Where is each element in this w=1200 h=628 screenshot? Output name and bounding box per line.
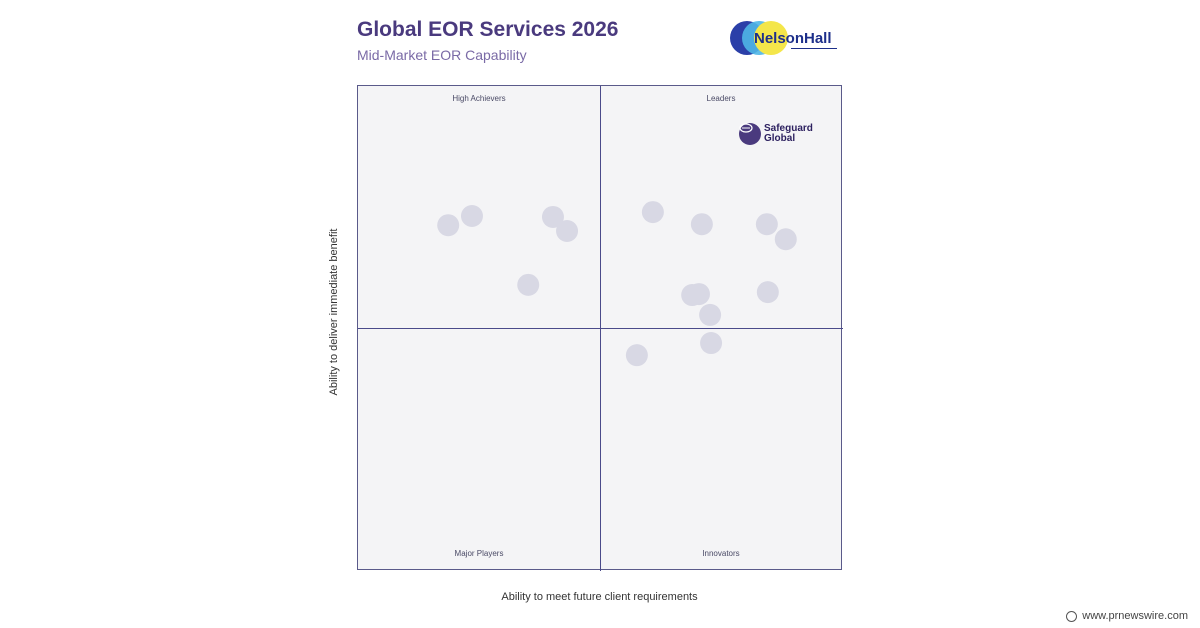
data-point-6 (641, 201, 664, 224)
data-point-13 (699, 303, 722, 326)
highlight-name-line2: Global (764, 133, 796, 144)
nelsonhall-logo: NelsonHall (727, 19, 842, 57)
highlight-safeguard-global: Safeguard Global (739, 123, 813, 145)
chart-title: Global EOR Services 2026 (357, 18, 619, 41)
quadrant-label-leaders: Leaders (706, 94, 736, 103)
quadrant-plot: High Achievers Leaders Major Players Inn… (357, 85, 843, 571)
x-axis-label: Ability to meet future client requiremen… (501, 591, 698, 603)
source-footer: www.prnewswire.com (1060, 608, 1194, 624)
globe-icon (1066, 610, 1078, 622)
y-axis-label: Ability to deliver immediate benefit (328, 228, 340, 396)
plot-svg (358, 86, 843, 571)
data-point-5 (517, 273, 540, 296)
data-point-4 (556, 220, 579, 243)
data-point-2 (460, 204, 483, 227)
data-point-12 (756, 281, 779, 304)
logo-text: NelsonHall (754, 30, 832, 47)
points-layer (437, 201, 797, 367)
chart-subtitle: Mid-Market EOR Capability (357, 47, 527, 63)
highlight-name-line1: Safeguard (764, 123, 813, 134)
data-point-11 (687, 283, 710, 306)
source-text: www.prnewswire.com (1082, 610, 1188, 622)
data-point-8 (755, 213, 778, 236)
data-point-14 (700, 332, 723, 355)
data-point-15 (625, 344, 648, 367)
quadrant-label-major-players: Major Players (454, 549, 504, 558)
data-point-3 (541, 205, 564, 228)
safeguard-logo-icon (739, 123, 761, 145)
data-point-1 (437, 214, 460, 237)
quadrant-label-high-achievers: High Achievers (452, 94, 506, 103)
quadrant-label-innovators: Innovators (702, 549, 740, 558)
data-point-7 (690, 213, 713, 236)
data-point-9 (774, 228, 797, 251)
